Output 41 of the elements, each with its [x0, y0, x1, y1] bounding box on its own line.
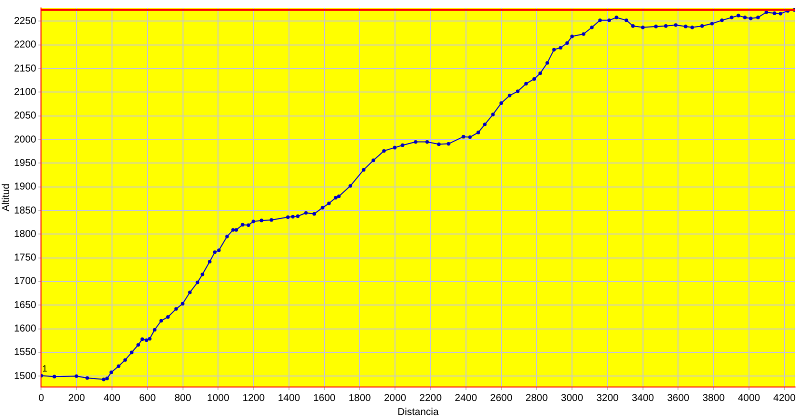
y-tick-label: 2050: [14, 110, 37, 122]
y-tick-label: 1600: [14, 324, 37, 335]
x-tick-label: 4200: [773, 392, 796, 404]
y-axis-title: Altitud: [0, 184, 12, 212]
y-tick-label: 1700: [14, 276, 37, 288]
y-tick-label: 1550: [14, 347, 37, 358]
x-tick-label: 2800: [526, 392, 548, 404]
y-tick-label: 1650: [14, 300, 37, 311]
y-tick-label: 1950: [14, 158, 37, 169]
x-tick-label: 4000: [738, 392, 761, 404]
x-tick-label: 1000: [207, 392, 230, 404]
y-tick-label: 1800: [14, 228, 37, 240]
x-tick-label: 3600: [667, 392, 690, 404]
y-tick-label: 2250: [14, 16, 37, 27]
x-tick-label: 1200: [242, 392, 266, 404]
x-tick-label: 3800: [702, 392, 726, 404]
y-tick-label: 1500: [14, 370, 37, 382]
x-tick-label: 800: [174, 392, 192, 404]
x-tick-label: 2200: [419, 392, 442, 404]
y-tick-label: 2150: [14, 63, 37, 74]
annotation: 1: [42, 364, 48, 374]
x-tick-label: 3000: [560, 392, 584, 404]
x-tick-label: 200: [68, 392, 86, 404]
x-axis-title: Distancia: [398, 406, 440, 418]
x-tick-label: 2000: [384, 392, 407, 404]
y-tick-label: 1750: [14, 252, 37, 264]
x-tick-label: 600: [139, 392, 156, 404]
x-tick-label: 1600: [313, 392, 336, 404]
y-tick-label: 2000: [14, 134, 37, 146]
x-tick-label: 2400: [454, 392, 478, 404]
x-tick-label: 400: [104, 392, 121, 404]
x-tick-label: 2600: [490, 392, 513, 404]
y-tick-label: 2200: [14, 40, 37, 51]
y-tick-label: 1900: [14, 182, 37, 193]
x-tick-label: 3200: [596, 392, 620, 404]
x-tick-label: 0: [38, 392, 44, 404]
y-tick-label: 1850: [14, 205, 37, 216]
y-tick-label: 2100: [14, 86, 37, 98]
x-tick-label: 3400: [632, 392, 654, 404]
x-tick-label: 1800: [348, 392, 372, 404]
x-tick-label: 1400: [278, 392, 301, 404]
